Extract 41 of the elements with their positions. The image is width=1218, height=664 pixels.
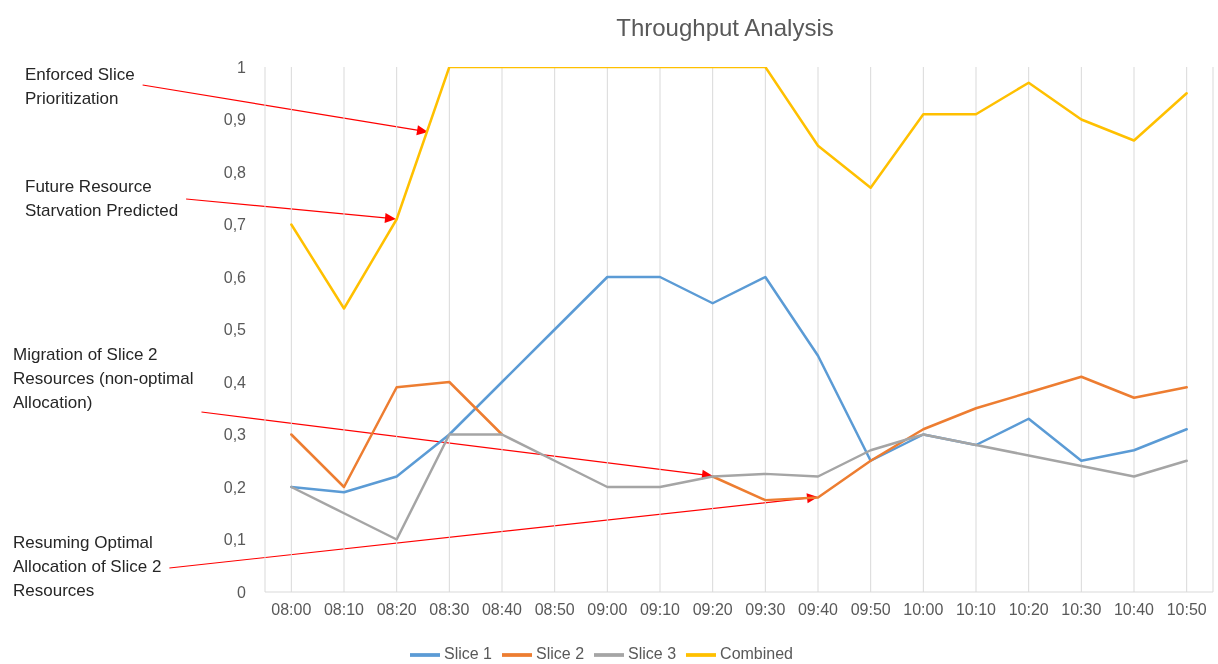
y-tick-label: 0: [237, 583, 247, 601]
y-tick-label: 0,1: [223, 531, 247, 549]
x-tick-label: 08:50: [534, 601, 575, 619]
legend-label: Combined: [720, 645, 794, 663]
chart-title: Throughput Analysis: [615, 13, 835, 43]
x-tick-label: 08:20: [376, 601, 417, 619]
x-tick-label: 08:40: [481, 601, 523, 619]
x-tick-label: 08:00: [271, 601, 312, 619]
x-tick-label: 10:30: [1061, 601, 1102, 619]
text: Future Resource Starvation Predicted: [25, 177, 179, 220]
x-tick-label: 10:50: [1166, 601, 1207, 619]
x-tick-label: 10:10: [955, 601, 997, 619]
text: Resuming Optimal Allocation of Slice 2 Resources: [13, 533, 162, 600]
y-tick-label: 0,5: [223, 321, 247, 339]
legend-label: Slice 1: [443, 645, 493, 663]
x-tick-label: 09:40: [797, 601, 839, 619]
y-tick-label: 0,6: [223, 268, 247, 286]
text: Migration of Slice 2 Resources (non-optimal Allocation): [13, 345, 194, 412]
x-tick-label: 09:10: [639, 601, 681, 619]
x-tick-label: 09:30: [745, 601, 786, 619]
x-tick-label: 09:00: [587, 601, 628, 619]
x-tick-label: 08:30: [429, 601, 470, 619]
legend-label: Slice 3: [628, 645, 677, 663]
legend-label: Slice 2: [536, 645, 585, 663]
y-tick-label: 0,2: [223, 478, 247, 496]
x-tick-label: 10:00: [903, 601, 944, 619]
x-tick-label: 09:50: [850, 601, 891, 619]
y-tick-label: 0,8: [223, 163, 247, 181]
text: Enforced Slice Prioritization: [25, 65, 135, 108]
y-tick-label: 0,9: [223, 111, 247, 129]
x-tick-label: 10:40: [1113, 601, 1155, 619]
x-tick-label: 10:20: [1008, 601, 1049, 619]
line-series: [290, 275, 1188, 494]
y-tick-label: 0,3: [223, 426, 247, 444]
line-series: [290, 67, 1188, 310]
x-tick-label: 08:10: [323, 601, 365, 619]
y-tick-label: 0,4: [223, 373, 247, 391]
y-tick-label: 1: [237, 58, 247, 76]
line-series: [290, 433, 1188, 541]
x-tick-label: 09:20: [692, 601, 733, 619]
y-tick-label: 0,7: [223, 216, 247, 234]
